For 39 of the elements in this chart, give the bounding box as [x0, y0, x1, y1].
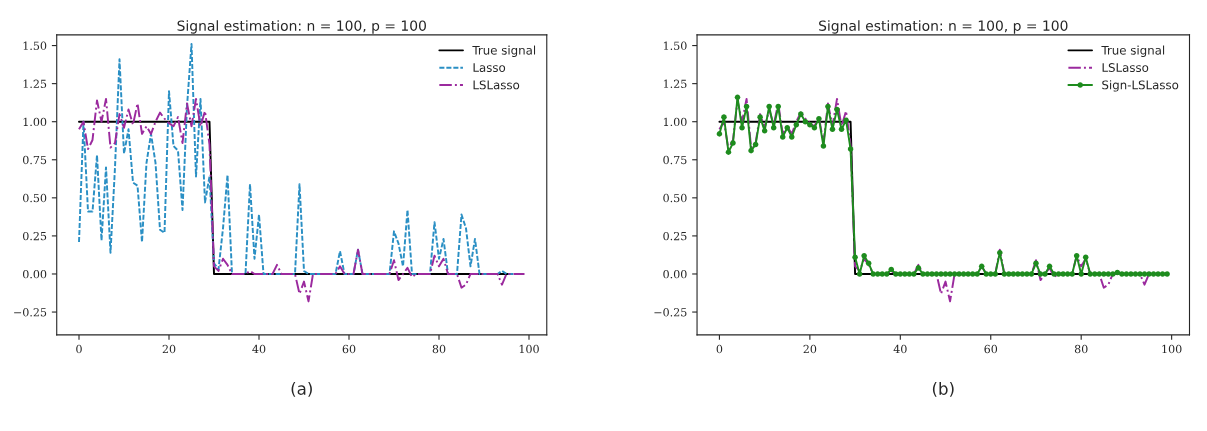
legend-label: Sign-LSLasso: [1102, 80, 1179, 92]
chart-title: Signal estimation: n = 100, p = 100: [819, 20, 1068, 34]
y-tick-label: 1.25: [663, 79, 687, 89]
x-tick-label: 40: [893, 344, 907, 354]
x-tick-label: 40: [252, 344, 266, 354]
legend-label: Lasso: [473, 63, 506, 72]
y-tick-label: 0.00: [23, 269, 47, 279]
legend-label: LSLasso: [473, 80, 520, 90]
chart-title: Signal estimation: n = 100, p = 100: [177, 20, 426, 34]
y-tick-label: 0.00: [663, 269, 687, 279]
x-tick-label: 100: [519, 344, 539, 354]
y-tick-label: −0.25: [654, 308, 687, 317]
x-tick-label: 0: [76, 344, 82, 354]
x-tick-label: 0: [716, 344, 723, 354]
y-tick-label: 0.50: [663, 193, 687, 203]
y-tick-label: 1.00: [663, 117, 687, 127]
text: (a): [291, 382, 312, 397]
x-tick-label: 80: [432, 344, 446, 354]
y-tick-label: 1.50: [23, 41, 47, 50]
legend-label: LSLasso: [1102, 63, 1149, 72]
x-tick-label: 20: [162, 344, 176, 354]
legend-label: True signal: [472, 45, 536, 57]
x-tick-label: 100: [1162, 344, 1182, 354]
y-tick-label: 0.25: [663, 231, 687, 241]
y-tick-label: −0.25: [14, 308, 47, 317]
y-tick-label: 0.25: [23, 231, 47, 241]
y-tick-label: 1.50: [663, 41, 687, 50]
x-tick-label: 60: [342, 344, 356, 354]
y-tick-label: 0.50: [23, 193, 47, 203]
y-tick-label: 1.25: [23, 79, 47, 89]
x-tick-label: 20: [803, 344, 817, 354]
x-tick-label: 60: [984, 344, 998, 354]
y-tick-label: 0.75: [663, 155, 687, 165]
legend-label: True signal: [1101, 45, 1165, 57]
line-series: [78, 97, 526, 303]
y-tick-label: 0.75: [23, 155, 47, 165]
y-tick-label: 1.00: [23, 117, 47, 127]
x-tick-label: 80: [1074, 344, 1088, 354]
text: (b): [932, 381, 954, 397]
